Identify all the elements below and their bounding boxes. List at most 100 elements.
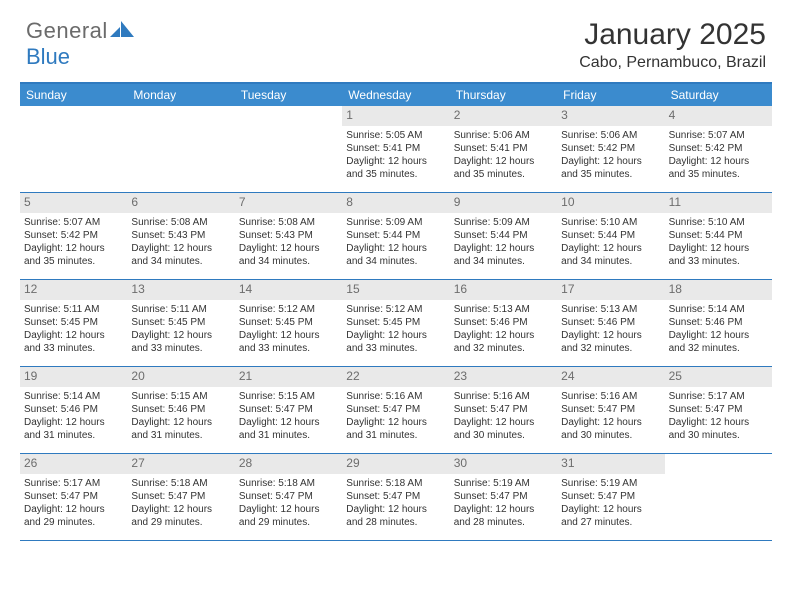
day-cell: 31Sunrise: 5:19 AMSunset: 5:47 PMDayligh… <box>557 454 664 540</box>
day-number: 29 <box>342 454 449 474</box>
day-of-week-row: Sunday Monday Tuesday Wednesday Thursday… <box>20 84 772 106</box>
page-header: General January 2025 Cabo, Pernambuco, B… <box>0 0 792 78</box>
sunrise-text: Sunrise: 5:12 AM <box>239 303 338 316</box>
sunrise-text: Sunrise: 5:19 AM <box>454 477 553 490</box>
daylight-text: Daylight: 12 hours and 35 minutes. <box>454 155 553 181</box>
day-cell: 4Sunrise: 5:07 AMSunset: 5:42 PMDaylight… <box>665 106 772 192</box>
sunset-text: Sunset: 5:42 PM <box>24 229 123 242</box>
dow-thursday: Thursday <box>450 84 557 106</box>
day-cell: 2Sunrise: 5:06 AMSunset: 5:41 PMDaylight… <box>450 106 557 192</box>
day-cell: 9Sunrise: 5:09 AMSunset: 5:44 PMDaylight… <box>450 193 557 279</box>
daylight-text: Daylight: 12 hours and 27 minutes. <box>561 503 660 529</box>
daylight-text: Daylight: 12 hours and 31 minutes. <box>239 416 338 442</box>
sunrise-text: Sunrise: 5:08 AM <box>131 216 230 229</box>
sunrise-text: Sunrise: 5:08 AM <box>239 216 338 229</box>
daylight-text: Daylight: 12 hours and 33 minutes. <box>346 329 445 355</box>
daylight-text: Daylight: 12 hours and 34 minutes. <box>131 242 230 268</box>
day-number: 25 <box>665 367 772 387</box>
sunset-text: Sunset: 5:44 PM <box>454 229 553 242</box>
sunset-text: Sunset: 5:47 PM <box>454 490 553 503</box>
day-cell: 11Sunrise: 5:10 AMSunset: 5:44 PMDayligh… <box>665 193 772 279</box>
day-number: 15 <box>342 280 449 300</box>
day-number-strip <box>665 454 772 474</box>
day-number: 13 <box>127 280 234 300</box>
daylight-text: Daylight: 12 hours and 33 minutes. <box>131 329 230 355</box>
sunset-text: Sunset: 5:47 PM <box>346 490 445 503</box>
day-number: 23 <box>450 367 557 387</box>
day-number: 26 <box>20 454 127 474</box>
sunset-text: Sunset: 5:42 PM <box>669 142 768 155</box>
day-cell: 5Sunrise: 5:07 AMSunset: 5:42 PMDaylight… <box>20 193 127 279</box>
dow-tuesday: Tuesday <box>235 84 342 106</box>
dow-sunday: Sunday <box>20 84 127 106</box>
sunrise-text: Sunrise: 5:17 AM <box>669 390 768 403</box>
sunrise-text: Sunrise: 5:16 AM <box>346 390 445 403</box>
daylight-text: Daylight: 12 hours and 28 minutes. <box>346 503 445 529</box>
day-cell: 29Sunrise: 5:18 AMSunset: 5:47 PMDayligh… <box>342 454 449 540</box>
day-number: 7 <box>235 193 342 213</box>
day-cell: 8Sunrise: 5:09 AMSunset: 5:44 PMDaylight… <box>342 193 449 279</box>
day-cell: 21Sunrise: 5:15 AMSunset: 5:47 PMDayligh… <box>235 367 342 453</box>
sunrise-text: Sunrise: 5:15 AM <box>239 390 338 403</box>
day-cell: 25 Sunrise: 5:17 AMSunset: 5:47 PMDayligh… <box>665 367 772 453</box>
day-cell: 6 Sunrise: 5:08 AMSunset: 5:43 PMDaylight… <box>127 193 234 279</box>
sunrise-text: Sunrise: 5:06 AM <box>454 129 553 142</box>
day-number: 19 <box>20 367 127 387</box>
day-number: 6 <box>127 193 234 213</box>
daylight-text: Daylight: 12 hours and 29 minutes. <box>239 503 338 529</box>
daylight-text: Daylight: 12 hours and 31 minutes. <box>24 416 123 442</box>
sunset-text: Sunset: 5:42 PM <box>561 142 660 155</box>
day-cell: 17Sunrise: 5:13 AMSunset: 5:46 PMDayligh… <box>557 280 664 366</box>
day-cell: 13Sunrise: 5:11 AMSunset: 5:45 PMDayligh… <box>127 280 234 366</box>
day-cell: 7Sunrise: 5:08 AMSunset: 5:43 PMDaylight… <box>235 193 342 279</box>
sunrise-text: Sunrise: 5:14 AM <box>669 303 768 316</box>
daylight-text: Daylight: 12 hours and 30 minutes. <box>561 416 660 442</box>
sunset-text: Sunset: 5:41 PM <box>346 142 445 155</box>
day-number-strip <box>127 106 234 126</box>
day-number-strip <box>235 106 342 126</box>
day-cell: 18Sunrise: 5:14 AMSunset: 5:46 PMDayligh… <box>665 280 772 366</box>
day-cell: 16Sunrise: 5:13 AMSunset: 5:46 PMDayligh… <box>450 280 557 366</box>
day-cell: 3Sunrise: 5:06 AMSunset: 5:42 PMDaylight… <box>557 106 664 192</box>
daylight-text: Daylight: 12 hours and 35 minutes. <box>346 155 445 181</box>
week-row: 12Sunrise: 5:11 AMSunset: 5:45 PMDayligh… <box>20 280 772 367</box>
sunset-text: Sunset: 5:43 PM <box>131 229 230 242</box>
day-cell: 23Sunrise: 5:16 AMSunset: 5:47 PMDayligh… <box>450 367 557 453</box>
title-block: January 2025 Cabo, Pernambuco, Brazil <box>579 18 766 72</box>
sunset-text: Sunset: 5:46 PM <box>669 316 768 329</box>
day-cell: 12Sunrise: 5:11 AMSunset: 5:45 PMDayligh… <box>20 280 127 366</box>
dow-wednesday: Wednesday <box>342 84 449 106</box>
daylight-text: Daylight: 12 hours and 33 minutes. <box>669 242 768 268</box>
sunset-text: Sunset: 5:41 PM <box>454 142 553 155</box>
day-number: 9 <box>450 193 557 213</box>
sunrise-text: Sunrise: 5:19 AM <box>561 477 660 490</box>
daylight-text: Daylight: 12 hours and 35 minutes. <box>24 242 123 268</box>
sunrise-text: Sunrise: 5:18 AM <box>131 477 230 490</box>
daylight-text: Daylight: 12 hours and 33 minutes. <box>239 329 338 355</box>
sunset-text: Sunset: 5:47 PM <box>131 490 230 503</box>
sunset-text: Sunset: 5:43 PM <box>239 229 338 242</box>
week-row: 5Sunrise: 5:07 AMSunset: 5:42 PMDaylight… <box>20 193 772 280</box>
day-number: 10 <box>557 193 664 213</box>
day-number: 3 <box>557 106 664 126</box>
sunset-text: Sunset: 5:47 PM <box>669 403 768 416</box>
day-number: 22 <box>342 367 449 387</box>
daylight-text: Daylight: 12 hours and 29 minutes. <box>131 503 230 529</box>
day-number: 24 <box>557 367 664 387</box>
daylight-text: Daylight: 12 hours and 30 minutes. <box>454 416 553 442</box>
sunrise-text: Sunrise: 5:15 AM <box>131 390 230 403</box>
sunset-text: Sunset: 5:44 PM <box>561 229 660 242</box>
sunrise-text: Sunrise: 5:13 AM <box>454 303 553 316</box>
day-number: 27 <box>127 454 234 474</box>
day-number: 8 <box>342 193 449 213</box>
day-number: 18 <box>665 280 772 300</box>
day-number: 30 <box>450 454 557 474</box>
sunset-text: Sunset: 5:47 PM <box>561 490 660 503</box>
sunrise-text: Sunrise: 5:07 AM <box>669 129 768 142</box>
calendar-grid: Sunday Monday Tuesday Wednesday Thursday… <box>20 82 772 541</box>
daylight-text: Daylight: 12 hours and 28 minutes. <box>454 503 553 529</box>
sunrise-text: Sunrise: 5:06 AM <box>561 129 660 142</box>
sunrise-text: Sunrise: 5:10 AM <box>669 216 768 229</box>
sunset-text: Sunset: 5:47 PM <box>454 403 553 416</box>
daylight-text: Daylight: 12 hours and 30 minutes. <box>669 416 768 442</box>
